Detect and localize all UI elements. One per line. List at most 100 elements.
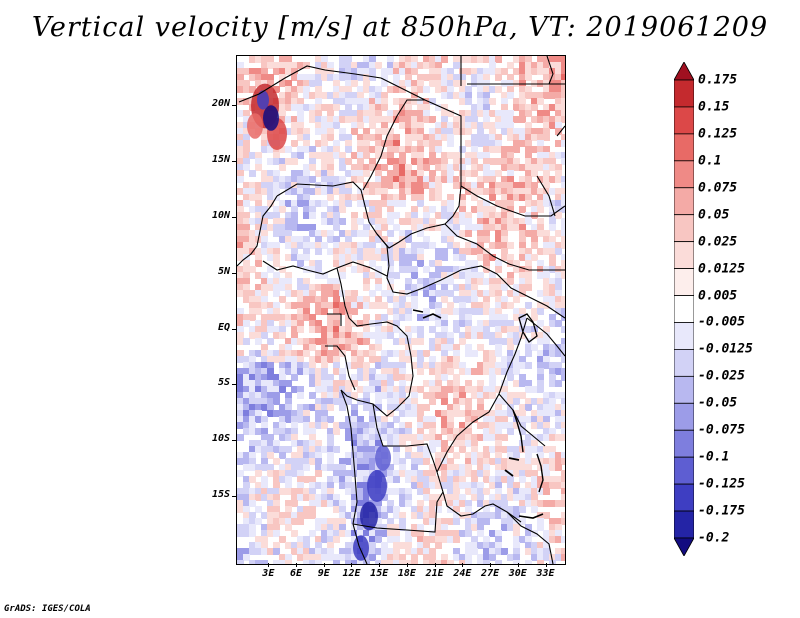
colorbar-label: 0.05 — [698, 207, 730, 223]
lon-tick — [406, 563, 408, 567]
coast-angola — [340, 389, 368, 564]
border-chad-sudan — [376, 185, 462, 249]
map-panel — [236, 55, 566, 565]
lon-label: 6E — [290, 568, 303, 579]
colorbar-box — [674, 322, 694, 350]
colorbar-box — [674, 187, 694, 216]
colorbar-label: 0.075 — [698, 180, 738, 196]
colorbar-box — [674, 295, 694, 323]
lat-tick — [232, 216, 236, 218]
colorbar-box — [674, 214, 694, 243]
grads-footer: GrADS: IGES/COLA — [4, 604, 91, 614]
lat-tick — [232, 272, 236, 274]
lon-label: 30E — [508, 568, 527, 579]
colorbar-box — [674, 456, 694, 485]
lake-chad-marks — [412, 309, 442, 319]
colorbar-label: 0.125 — [698, 126, 738, 142]
lat-label: 10S — [211, 433, 230, 445]
lon-tick — [517, 563, 519, 567]
lat-label: EQ — [217, 321, 230, 333]
lat-tick — [232, 496, 236, 497]
border-chad-niger — [362, 99, 425, 191]
colorbar-box — [674, 402, 694, 431]
coast-gulf-guinea — [262, 260, 388, 277]
lake-kariba — [518, 513, 544, 519]
lat-tick — [232, 384, 236, 386]
lake-tanganyika — [512, 409, 524, 453]
border-angola-drc — [372, 403, 438, 473]
colorbar-label: 0.025 — [698, 234, 738, 250]
lake-malawi — [536, 453, 544, 493]
colorbar-box — [674, 62, 694, 81]
colorbar-box — [674, 133, 694, 162]
lon-label: 15E — [370, 568, 389, 579]
border-tanzania — [498, 393, 546, 447]
colorbar-box — [674, 349, 694, 377]
border-drc-east — [436, 317, 528, 473]
lake-mweru — [504, 457, 520, 477]
colorbar-label: -0.125 — [698, 476, 745, 492]
lat-label: 5S — [217, 377, 230, 389]
lon-tick — [545, 563, 547, 567]
border-sahara-north — [238, 65, 382, 103]
border-sudan-ss — [444, 223, 565, 271]
colorbar-label: -0.025 — [698, 368, 745, 384]
colorbar-label: -0.075 — [698, 422, 745, 438]
colorbar-label: -0.005 — [698, 314, 745, 330]
border-gabon-congo — [325, 313, 356, 391]
lon-tick — [462, 563, 464, 567]
border-drc-angola-north — [340, 355, 414, 417]
lon-tick — [434, 563, 436, 567]
border-car-drc — [386, 245, 565, 319]
colorbar-label: -0.0125 — [698, 341, 753, 357]
colorbar-box — [674, 483, 694, 512]
border-zambia — [436, 471, 522, 523]
lon-tick — [323, 563, 325, 567]
country-borders — [237, 56, 565, 564]
border-egypt-sudan — [460, 56, 565, 86]
colorbar-label: 0.175 — [698, 72, 738, 88]
border-sudan-ethiopia — [460, 185, 565, 217]
colorbar-box — [674, 160, 694, 189]
border-ethiopia — [536, 125, 565, 217]
border-cameroon-congo — [336, 267, 412, 357]
lon-tick — [296, 563, 298, 567]
coast-red-sea-north — [546, 56, 554, 85]
colorbar-box — [674, 375, 694, 404]
lon-label: 33E — [536, 568, 555, 579]
colorbar-label: -0.05 — [698, 395, 738, 411]
lon-label: 18E — [397, 568, 416, 579]
lat-tick — [232, 328, 236, 330]
colorbar-label: 0.005 — [698, 288, 738, 304]
lake-victoria — [518, 313, 538, 343]
lat-tick — [232, 161, 236, 163]
colorbar-label: 0.15 — [698, 99, 730, 115]
border-angola-namibia — [352, 491, 444, 533]
colorbar-label: 0.1 — [698, 153, 722, 169]
lon-tick — [379, 563, 381, 567]
lon-tick — [490, 563, 492, 567]
colorbar — [674, 62, 694, 556]
lon-tick — [351, 563, 353, 567]
colorbar-box — [674, 241, 694, 269]
colorbar-label: 0.0125 — [698, 261, 745, 277]
lon-label: 27E — [481, 568, 500, 579]
border-libya-sudan — [380, 77, 462, 186]
lat-tick — [232, 105, 236, 107]
colorbar-box — [674, 79, 694, 108]
colorbar-box — [674, 429, 694, 458]
lon-label: 3E — [262, 568, 275, 579]
chart-title: Vertical velocity [m/s] at 850hPa, VT: 2… — [31, 12, 769, 43]
vertical-velocity-field — [237, 56, 565, 564]
colorbar-label: -0.2 — [698, 530, 730, 546]
border-zimbabwe — [506, 511, 554, 564]
colorbar-label: -0.175 — [698, 503, 745, 519]
colorbar-box — [674, 537, 694, 556]
colorbar-box — [674, 268, 694, 296]
lon-label: 21E — [425, 568, 444, 579]
lat-label: 10N — [211, 209, 230, 221]
lat-label: 20N — [211, 98, 230, 110]
border-west-africa — [237, 195, 278, 267]
lat-label: 15N — [211, 154, 230, 166]
lon-label: 9E — [317, 568, 330, 579]
